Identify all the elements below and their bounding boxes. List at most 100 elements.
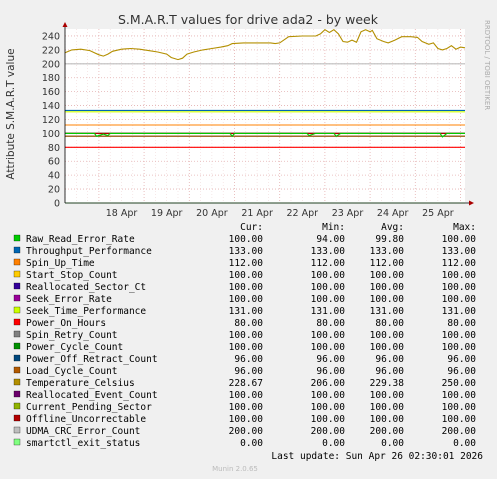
x-tick-label: 22 Apr	[287, 208, 319, 219]
legend-value: 0.00	[453, 438, 476, 449]
legend-label-power-on-hours: Power_On_Hours	[26, 318, 106, 329]
legend-value: 96.00	[316, 366, 345, 377]
series-line-raw-read-error-rate	[65, 132, 465, 138]
legend-value: 96.00	[375, 366, 404, 377]
legend-label-load-cycle-count: Load_Cycle_Count	[26, 366, 118, 377]
legend-value: 131.00	[229, 306, 264, 317]
legend-value: 100.00	[311, 414, 346, 425]
legend-value: 112.00	[229, 258, 264, 269]
legend-value: 100.00	[442, 294, 477, 305]
legend-swatch-seek-error-rate	[13, 294, 21, 302]
legend-value: 100.00	[311, 270, 346, 281]
legend-swatch-reallocated-event-count	[13, 390, 21, 398]
legend-value: 80.00	[447, 318, 476, 329]
legend-value: 100.00	[229, 402, 264, 413]
legend-swatch-power-off-retract-count	[13, 354, 21, 362]
x-tick-label: 24 Apr	[377, 208, 409, 219]
legend-value: 228.67	[229, 378, 263, 389]
legend-value: 100.00	[229, 234, 264, 245]
legend-value: 200.00	[370, 426, 405, 437]
legend-value: 112.00	[442, 258, 477, 269]
legend-swatch-offline-uncorrectable	[13, 414, 21, 422]
legend-value: 100.00	[442, 390, 477, 401]
legend-value: 100.00	[370, 270, 405, 281]
legend-label-power-off-retract-count: Power_Off_Retract_Count	[26, 354, 158, 365]
legend-value: 206.00	[311, 378, 346, 389]
legend-value: 100.00	[311, 342, 346, 353]
legend-label-reallocated-event-count: Reallocated_Event_Count	[26, 390, 158, 401]
legend-value: 96.00	[234, 366, 263, 377]
legend-label-temperature-celsius: Temperature_Celsius	[26, 378, 135, 389]
legend-value: 100.00	[442, 402, 477, 413]
legend-value: 100.00	[229, 270, 264, 281]
legend-label-throughput-performance: Throughput_Performance	[26, 246, 152, 257]
legend-value: 96.00	[447, 354, 476, 365]
legend-swatch-temperature-celsius	[13, 378, 21, 386]
chart-title: S.M.A.R.T values for drive ada2 - by wee…	[118, 12, 379, 27]
y-tick-label: 240	[42, 31, 60, 42]
legend-value: 100.00	[311, 402, 346, 413]
legend-value: 80.00	[375, 318, 404, 329]
legend-value: 200.00	[311, 426, 346, 437]
x-tick-label: 20 Apr	[196, 208, 228, 219]
legend-value: 200.00	[442, 426, 477, 437]
legend-value: 100.00	[229, 294, 264, 305]
legend-label-udma-crc-error-count: UDMA_CRC_Error_Count	[26, 426, 140, 437]
legend-value: 100.00	[442, 282, 477, 293]
legend-swatch-spin-retry-count	[13, 330, 21, 338]
legend-swatch-power-on-hours	[13, 318, 21, 326]
legend-value: 100.00	[229, 342, 264, 353]
legend-value: 0.00	[322, 438, 345, 449]
legend-swatch-udma-crc-error-count	[13, 426, 21, 434]
legend-value: 100.00	[311, 282, 346, 293]
legend-value: 100.00	[229, 414, 264, 425]
legend-value: 100.00	[442, 342, 477, 353]
legend-value: 100.00	[370, 390, 405, 401]
legend-value: 250.00	[442, 378, 477, 389]
munin-version: Munin 2.0.65	[212, 465, 258, 473]
y-tick-label: 180	[42, 73, 60, 84]
legend-swatch-raw-read-error-rate	[13, 234, 21, 242]
legend-label-seek-time-performance: Seek_Time_Performance	[26, 306, 146, 317]
last-update: Last update: Sun Apr 26 02:30:01 2026	[271, 451, 483, 462]
legend-value: 131.00	[442, 306, 477, 317]
legend-swatch-power-cycle-count	[13, 342, 21, 350]
legend-value: 100.00	[442, 414, 477, 425]
legend-value: 100.00	[311, 330, 346, 341]
legend-value: 100.00	[370, 294, 405, 305]
rrdtool-credit: RRDTOOL / TOBI OETIKER	[483, 20, 491, 110]
legend-value: 100.00	[370, 402, 405, 413]
legend-swatch-throughput-performance	[13, 246, 21, 254]
legend-value: 96.00	[316, 354, 345, 365]
legend-swatch-reallocated-sector-ct	[13, 282, 21, 290]
legend-label-reallocated-sector-ct: Reallocated_Sector_Ct	[26, 282, 146, 293]
legend-column-header: Avg:	[381, 222, 404, 233]
y-tick-label: 160	[42, 87, 60, 98]
plot-background	[65, 29, 465, 203]
x-tick-label: 19 Apr	[151, 208, 183, 219]
x-tick-label: 21 Apr	[241, 208, 273, 219]
y-tick-label: 80	[48, 143, 60, 154]
legend-value: 133.00	[442, 246, 477, 257]
legend-label-current-pending-sector: Current_Pending_Sector	[26, 402, 152, 413]
y-tick-label: 100	[42, 129, 60, 140]
legend-label-offline-uncorrectable: Offline_Uncorrectable	[26, 414, 146, 425]
legend-swatch-seek-time-performance	[13, 306, 21, 314]
legend-value: 100.00	[442, 330, 477, 341]
legend-value: 112.00	[311, 258, 346, 269]
x-tick-label: 23 Apr	[332, 208, 364, 219]
y-axis-label: Attribute S.M.A.R.T value	[5, 48, 17, 179]
legend-label-spin-up-time: Spin_Up_Time	[26, 258, 95, 269]
legend-value: 96.00	[234, 354, 263, 365]
legend-value: 100.00	[311, 390, 346, 401]
legend-column-header: Min:	[322, 222, 345, 233]
y-tick-label: 60	[48, 157, 60, 168]
y-tick-label: 200	[42, 59, 60, 70]
legend-value: 100.00	[370, 330, 405, 341]
y-tick-label: 120	[42, 115, 60, 126]
y-tick-label: 20	[48, 185, 60, 196]
x-axis-arrow	[469, 200, 474, 206]
y-tick-label: 40	[48, 171, 60, 182]
legend-value: 100.00	[370, 282, 405, 293]
